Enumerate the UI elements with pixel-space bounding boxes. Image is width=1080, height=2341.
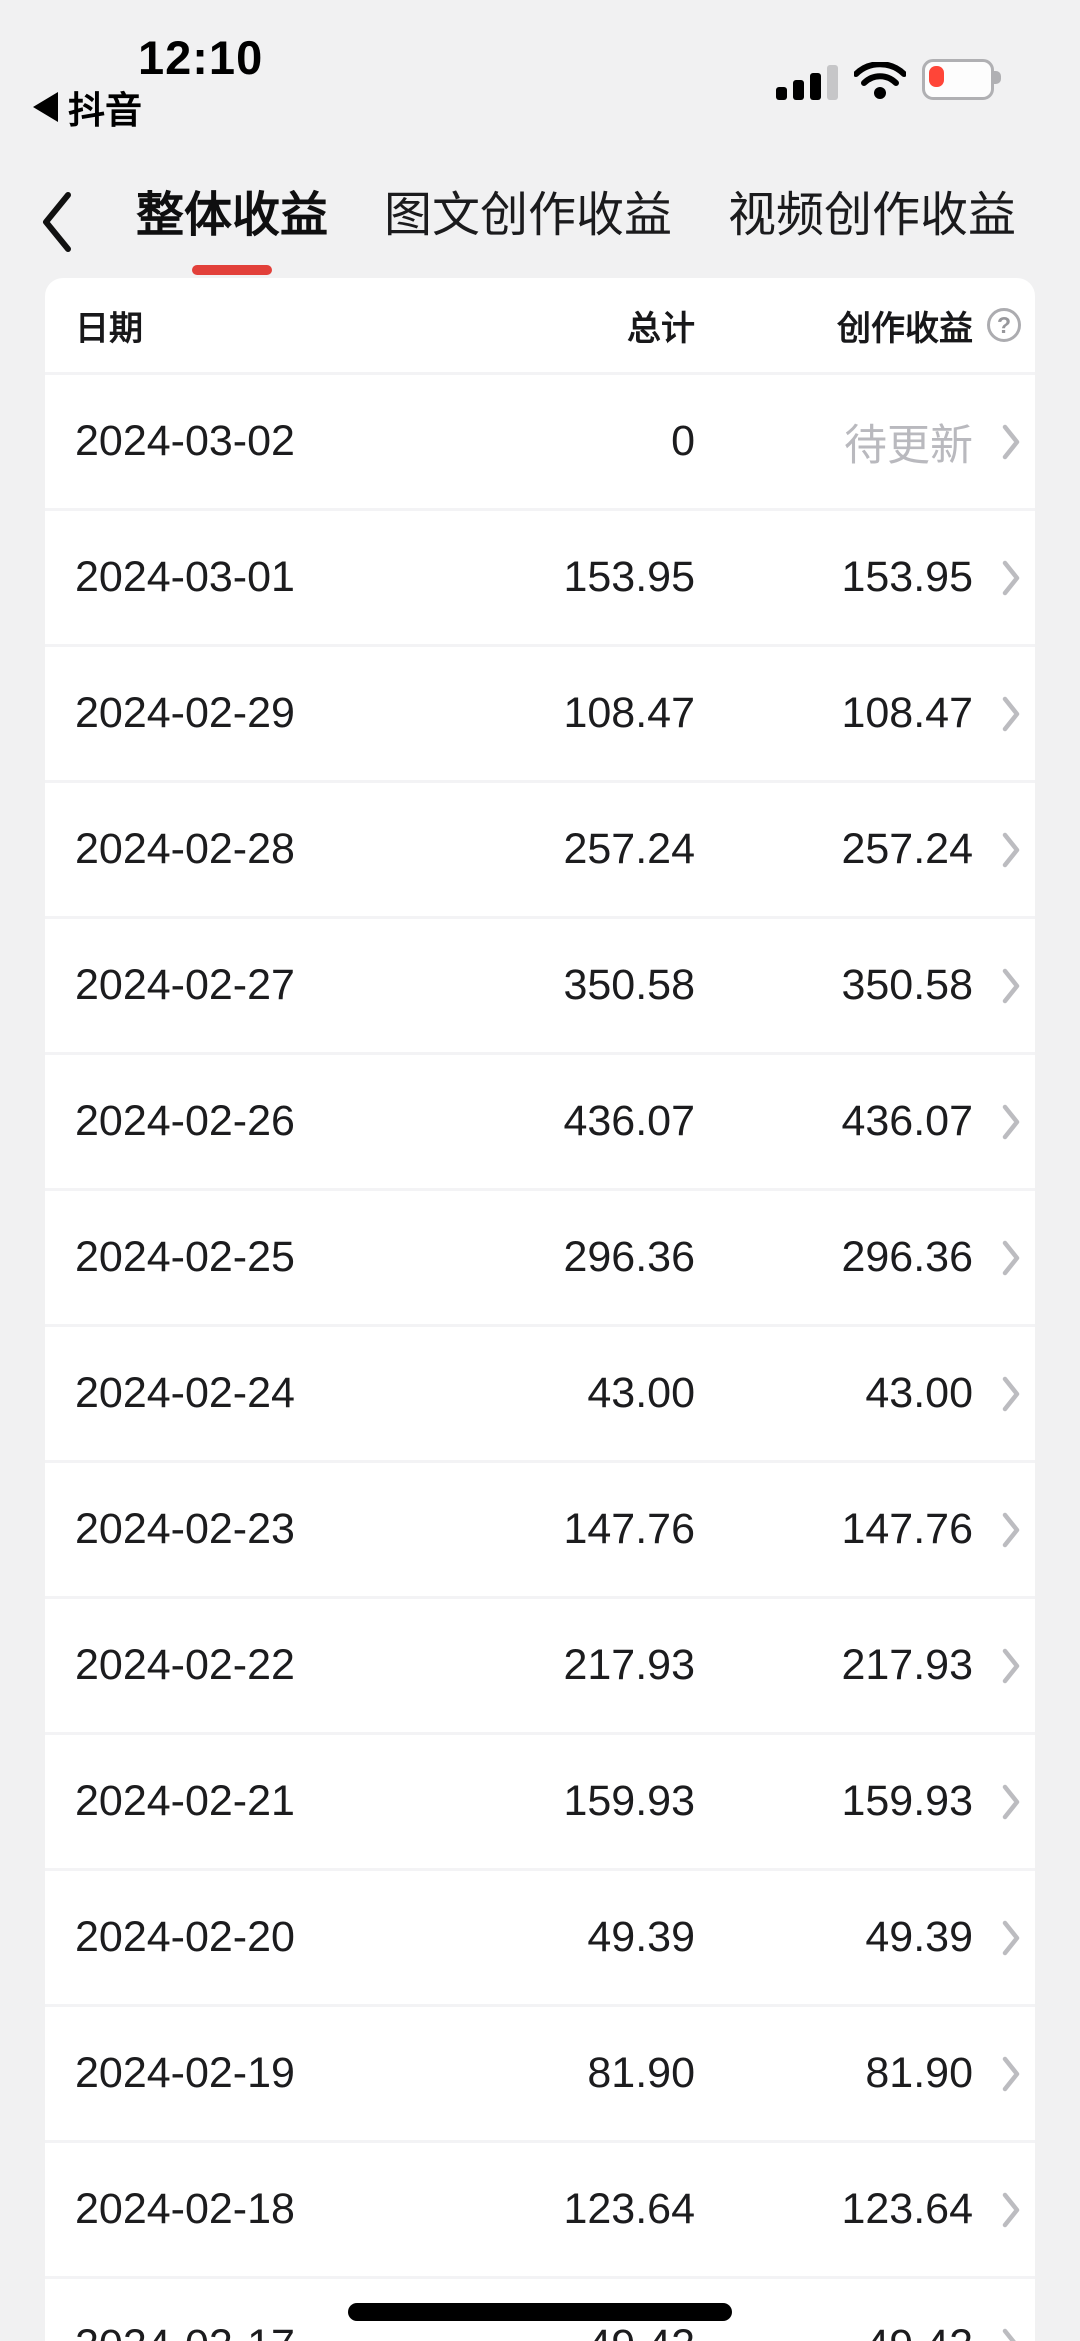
row-creation: 159.93 [841, 1777, 973, 1825]
row-total: 81.90 [587, 2049, 695, 2097]
row-creation: 217.93 [841, 1641, 973, 1689]
earnings-table-card: 日期 总计 创作收益 ? 2024-03-02 0 待更新 2024-03-01… [45, 278, 1035, 2341]
row-creation: 81.90 [865, 2049, 973, 2097]
row-total: 49.42 [375, 2321, 695, 2341]
row-date: 2024-02-29 [75, 689, 295, 737]
cellular-signal-icon [776, 64, 838, 100]
back-to-app-button[interactable]: 抖音 [33, 80, 142, 134]
row-date: 2024-02-22 [75, 1641, 295, 1689]
chevron-right-icon [1002, 1784, 1020, 1819]
row-date: 2024-02-25 [75, 1233, 295, 1281]
table-row[interactable]: 2024-02-21 159.93 159.93 [45, 1735, 1035, 1871]
status-icons [776, 58, 1001, 100]
table-body: 2024-03-02 0 待更新 2024-03-01 153.95 153.9… [45, 375, 1035, 2341]
chevron-right-icon [1002, 560, 1020, 595]
row-date: 2024-02-19 [75, 2049, 295, 2097]
row-total: 108.47 [563, 689, 695, 737]
row-total: 123.64 [563, 2185, 695, 2233]
table-row[interactable]: 2024-02-27 350.58 350.58 [45, 919, 1035, 1055]
row-date: 2024-02-28 [75, 825, 295, 873]
row-creation: 49.42 [695, 2321, 973, 2341]
chevron-right-icon [1002, 1648, 1020, 1683]
row-creation: 350.58 [841, 961, 973, 1009]
chevron-right-icon [1002, 832, 1020, 867]
table-row[interactable]: 2024-02-25 296.36 296.36 [45, 1191, 1035, 1327]
row-total: 436.07 [563, 1097, 695, 1145]
row-creation: 123.64 [841, 2185, 973, 2233]
row-total: 257.24 [563, 825, 695, 873]
row-total: 43.00 [587, 1369, 695, 1417]
battery-icon [922, 59, 1001, 100]
back-to-app-label: 抖音 [68, 90, 142, 131]
header-total: 总计 [627, 309, 695, 348]
table-header-row: 日期 总计 创作收益 ? [45, 278, 1035, 375]
table-row[interactable]: 2024-02-23 147.76 147.76 [45, 1463, 1035, 1599]
table-row[interactable]: 2024-03-02 0 待更新 [45, 375, 1035, 511]
row-date: 2024-02-24 [75, 1369, 295, 1417]
table-row[interactable]: 2024-02-29 108.47 108.47 [45, 647, 1035, 783]
status-time: 12:10 [138, 31, 264, 84]
row-total: 217.93 [563, 1641, 695, 1689]
row-date: 2024-03-02 [75, 417, 295, 465]
row-creation: 147.76 [841, 1505, 973, 1553]
tab-image-text-earnings[interactable]: 图文创作收益 [384, 189, 673, 242]
chevron-right-icon [1002, 2056, 1020, 2091]
chevron-right-icon [1002, 1376, 1020, 1411]
row-total: 159.93 [563, 1777, 695, 1825]
chevron-right-icon [1002, 696, 1020, 731]
row-date: 2024-02-17 [75, 2321, 375, 2341]
row-total: 147.76 [563, 1505, 695, 1553]
table-row[interactable]: 2024-02-22 217.93 217.93 [45, 1599, 1035, 1735]
row-creation: 436.07 [841, 1097, 973, 1145]
table-row[interactable]: 2024-02-17 49.42 49.42 [45, 2279, 1035, 2341]
chevron-right-icon [1002, 2192, 1020, 2227]
row-date: 2024-02-18 [75, 2185, 295, 2233]
chevron-right-icon [1002, 424, 1020, 459]
row-creation: 43.00 [865, 1369, 973, 1417]
row-creation: 153.95 [841, 553, 973, 601]
back-button[interactable] [40, 190, 80, 254]
question-circle-icon[interactable]: ? [987, 308, 1021, 342]
chevron-right-icon [1002, 1240, 1020, 1275]
row-creation: 257.24 [841, 825, 973, 873]
table-row[interactable]: 2024-02-28 257.24 257.24 [45, 783, 1035, 919]
row-creation: 待更新 [844, 421, 973, 470]
row-creation: 108.47 [841, 689, 973, 737]
table-row[interactable]: 2024-03-01 153.95 153.95 [45, 511, 1035, 647]
chevron-right-icon [1002, 1920, 1020, 1955]
header-date: 日期 [75, 309, 143, 348]
home-indicator[interactable] [348, 2303, 732, 2321]
row-date: 2024-03-01 [75, 553, 295, 601]
row-total: 0 [671, 417, 695, 465]
earnings-tabs: 整体收益 图文创作收益 视频创作收益 [136, 189, 1016, 275]
table-row[interactable]: 2024-02-24 43.00 43.00 [45, 1327, 1035, 1463]
row-date: 2024-02-20 [75, 1913, 295, 1961]
table-row[interactable]: 2024-02-26 436.07 436.07 [45, 1055, 1035, 1191]
tab-video-earnings[interactable]: 视频创作收益 [728, 189, 1017, 242]
row-total: 153.95 [563, 553, 695, 601]
header-creation-earnings: 创作收益 [837, 309, 973, 348]
row-creation: 49.39 [865, 1913, 973, 1961]
wifi-icon [854, 62, 906, 99]
row-total: 49.39 [587, 1913, 695, 1961]
row-creation: 296.36 [841, 1233, 973, 1281]
chevron-right-icon [1002, 1512, 1020, 1547]
row-date: 2024-02-21 [75, 1777, 295, 1825]
row-date: 2024-02-26 [75, 1097, 295, 1145]
row-date: 2024-02-27 [75, 961, 295, 1009]
table-row[interactable]: 2024-02-20 49.39 49.39 [45, 1871, 1035, 2007]
row-total: 350.58 [563, 961, 695, 1009]
chevron-right-icon [1002, 2328, 1017, 2341]
chevron-left-icon [43, 192, 71, 252]
chevron-right-icon [1002, 1104, 1020, 1139]
tab-overall-earnings[interactable]: 整体收益 [136, 189, 328, 275]
chevron-right-icon [1002, 968, 1020, 1003]
table-row[interactable]: 2024-02-18 123.64 123.64 [45, 2143, 1035, 2279]
row-date: 2024-02-23 [75, 1505, 295, 1553]
row-total: 296.36 [563, 1233, 695, 1281]
table-row[interactable]: 2024-02-19 81.90 81.90 [45, 2007, 1035, 2143]
back-to-app-triangle-icon [33, 92, 58, 122]
